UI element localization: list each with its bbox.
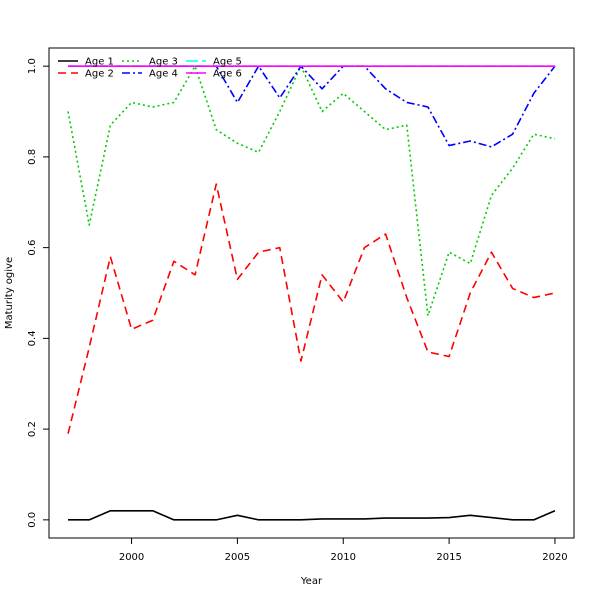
- x-axis-label: Year: [300, 576, 323, 587]
- y-tick-label: 0.0: [27, 512, 38, 528]
- series-lines: [67, 65, 556, 521]
- y-axis-label: Maturity ogive: [4, 257, 15, 329]
- y-axis: 0.0 0.2 0.4 0.6 0.8 1.0: [27, 58, 49, 528]
- legend-label-age-6: Age 6: [213, 69, 242, 80]
- x-tick-label: 2015: [436, 552, 461, 563]
- legend-label-age-2: Age 2: [85, 69, 114, 80]
- y-tick-label: 1.0: [27, 58, 38, 74]
- x-axis: 2000 2005 2010 2015 2020: [119, 538, 568, 563]
- series-line-age-2: [67, 183, 556, 434]
- y-tick-label: 0.4: [27, 330, 38, 346]
- x-tick-label: 2000: [119, 552, 144, 563]
- x-tick-label: 2020: [542, 552, 567, 563]
- y-tick-label: 0.6: [27, 240, 38, 256]
- plot-frame: [48, 47, 575, 539]
- series-line-age-3: [67, 65, 556, 317]
- legend-label-age-3: Age 3: [149, 57, 178, 68]
- series-line-age-1: [68, 509, 556, 521]
- x-tick-label: 2010: [331, 552, 356, 563]
- x-tick-label: 2005: [225, 552, 250, 563]
- legend-label-age-1: Age 1: [85, 57, 114, 68]
- y-tick-label: 0.2: [27, 421, 38, 437]
- legend-label-age-5: Age 5: [213, 57, 242, 68]
- y-tick-label: 0.8: [27, 149, 38, 165]
- legend-label-age-4: Age 4: [149, 69, 178, 80]
